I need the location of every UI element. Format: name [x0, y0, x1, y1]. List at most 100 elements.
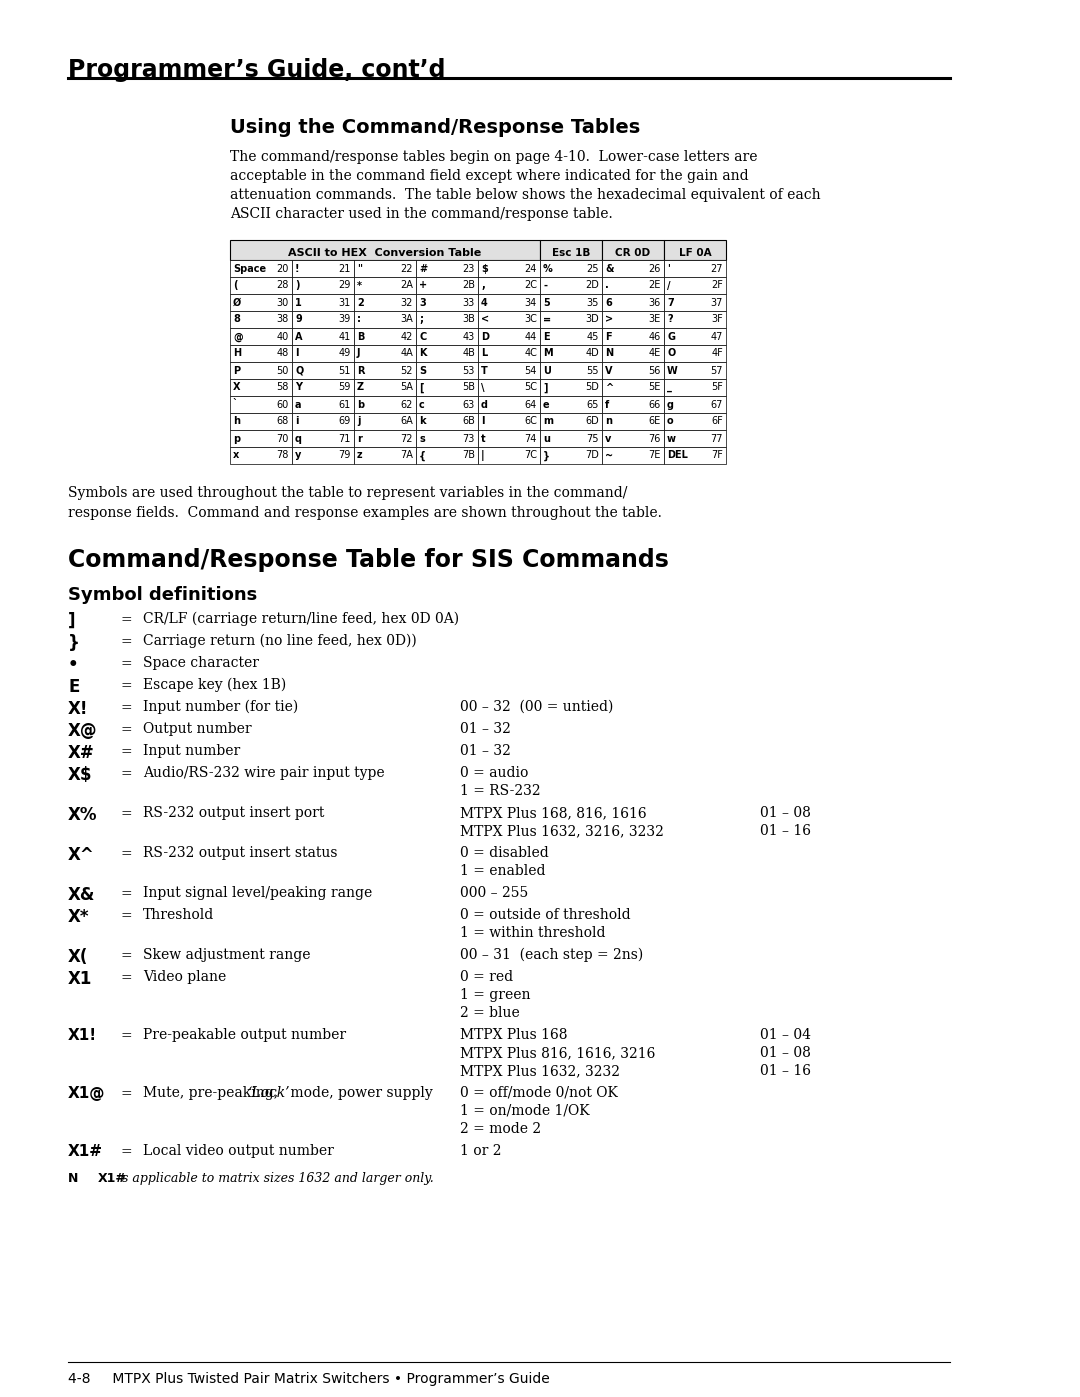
- Text: 1: 1: [295, 298, 301, 307]
- Text: Carriage return (no line feed, hex 0D)): Carriage return (no line feed, hex 0D)): [143, 634, 417, 648]
- Bar: [354, 260, 416, 277]
- Bar: [292, 447, 354, 464]
- Text: LF 0A: LF 0A: [678, 249, 712, 258]
- Text: CR 0D: CR 0D: [616, 249, 650, 258]
- Bar: [540, 362, 602, 379]
- Bar: [416, 447, 478, 464]
- Text: X1@: X1@: [68, 1085, 106, 1101]
- Text: =: =: [120, 909, 132, 923]
- Text: Output number: Output number: [143, 722, 252, 736]
- Bar: [540, 414, 602, 430]
- Bar: [230, 362, 292, 379]
- Text: 3E: 3E: [649, 314, 661, 324]
- Bar: [478, 293, 540, 312]
- Bar: [354, 362, 416, 379]
- Text: E: E: [543, 331, 550, 341]
- Text: 1 = enabled: 1 = enabled: [460, 863, 545, 877]
- Text: X1!: X1!: [68, 1028, 97, 1044]
- Text: m: m: [543, 416, 553, 426]
- Text: 5E: 5E: [649, 383, 661, 393]
- Text: Input signal level/peaking range: Input signal level/peaking range: [143, 886, 373, 900]
- Bar: [292, 277, 354, 293]
- Text: ": ": [357, 264, 362, 274]
- Text: T: T: [481, 366, 488, 376]
- Text: =: =: [120, 1087, 132, 1101]
- Text: ASCII to HEX  Conversion Table: ASCII to HEX Conversion Table: [288, 249, 482, 258]
- Text: A: A: [295, 331, 302, 341]
- Text: acceptable in the command field except where indicated for the gain and: acceptable in the command field except w…: [230, 169, 748, 183]
- Bar: [602, 345, 664, 362]
- Bar: [292, 362, 354, 379]
- Bar: [664, 379, 726, 395]
- Text: 34: 34: [525, 298, 537, 307]
- Bar: [602, 240, 664, 260]
- Text: 7C: 7C: [524, 450, 537, 461]
- Bar: [292, 260, 354, 277]
- Text: 2D: 2D: [585, 281, 599, 291]
- Text: O: O: [667, 348, 675, 359]
- Text: 5: 5: [543, 298, 550, 307]
- Text: x: x: [233, 450, 240, 461]
- Text: 45: 45: [586, 331, 599, 341]
- Text: 31: 31: [339, 298, 351, 307]
- Text: _: _: [667, 383, 672, 393]
- Text: o: o: [667, 416, 674, 426]
- Bar: [602, 312, 664, 328]
- Text: $: $: [481, 264, 488, 274]
- Text: X@: X@: [68, 722, 97, 740]
- Text: |: |: [481, 450, 485, 461]
- Text: 0 = audio: 0 = audio: [460, 766, 528, 780]
- Text: 4C: 4C: [524, 348, 537, 359]
- Text: 6E: 6E: [649, 416, 661, 426]
- Bar: [478, 345, 540, 362]
- Text: 4: 4: [481, 298, 488, 307]
- Text: h: h: [233, 416, 240, 426]
- Text: mode, power supply: mode, power supply: [285, 1085, 432, 1099]
- Text: a: a: [295, 400, 301, 409]
- Text: Space character: Space character: [143, 657, 259, 671]
- Bar: [230, 312, 292, 328]
- Text: .: .: [605, 281, 609, 291]
- Text: H: H: [233, 348, 241, 359]
- Text: ]: ]: [68, 612, 76, 630]
- Text: 50: 50: [276, 366, 289, 376]
- Bar: [602, 430, 664, 447]
- Text: F: F: [605, 331, 611, 341]
- Text: MTPX Plus 168, 816, 1616: MTPX Plus 168, 816, 1616: [460, 806, 647, 820]
- Text: [: [: [419, 383, 423, 393]
- Text: 71: 71: [339, 433, 351, 443]
- Text: 0 = disabled: 0 = disabled: [460, 847, 549, 861]
- Text: 2: 2: [357, 298, 364, 307]
- Text: ;: ;: [419, 314, 423, 324]
- Text: k: k: [419, 416, 426, 426]
- Text: X*: X*: [68, 908, 90, 926]
- Text: 30: 30: [276, 298, 289, 307]
- Text: ,: ,: [481, 281, 485, 291]
- Text: Symbol definitions: Symbol definitions: [68, 585, 257, 604]
- Text: 63: 63: [462, 400, 475, 409]
- Text: 6C: 6C: [524, 416, 537, 426]
- Text: X!: X!: [68, 700, 89, 718]
- Text: 7B: 7B: [462, 450, 475, 461]
- Text: 59: 59: [339, 383, 351, 393]
- Bar: [292, 293, 354, 312]
- Bar: [354, 312, 416, 328]
- Bar: [664, 293, 726, 312]
- Text: 5C: 5C: [524, 383, 537, 393]
- Text: =: =: [120, 724, 132, 738]
- Bar: [230, 395, 292, 414]
- Text: +: +: [419, 281, 427, 291]
- Text: 43: 43: [462, 331, 475, 341]
- Bar: [292, 379, 354, 395]
- Text: 5D: 5D: [585, 383, 599, 393]
- Bar: [664, 395, 726, 414]
- Bar: [354, 293, 416, 312]
- Text: 6: 6: [605, 298, 611, 307]
- Text: 47: 47: [711, 331, 723, 341]
- Bar: [664, 328, 726, 345]
- Text: 22: 22: [401, 264, 413, 274]
- Text: 4E: 4E: [649, 348, 661, 359]
- Text: Z: Z: [357, 383, 364, 393]
- Bar: [664, 414, 726, 430]
- Text: 9: 9: [295, 314, 301, 324]
